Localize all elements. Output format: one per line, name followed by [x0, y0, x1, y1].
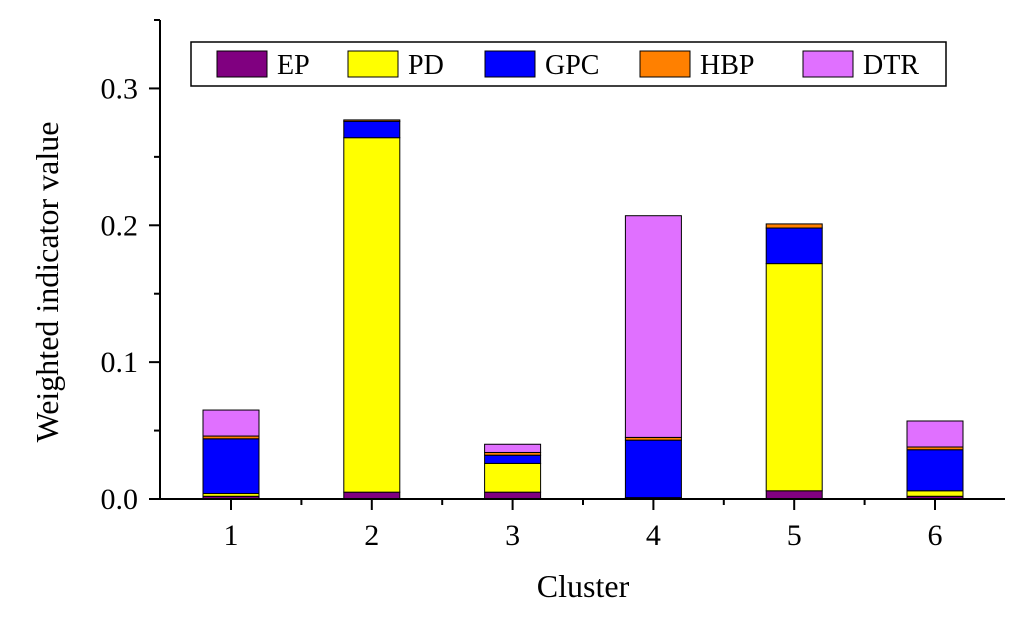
y-tick-label: 0.0 — [101, 483, 139, 516]
legend-label-dtr: DTR — [863, 50, 919, 81]
bar-segment-dtr-cluster-3 — [484, 443, 542, 453]
bar-segment-pd-cluster-2 — [343, 137, 401, 493]
bar-segment-dtr-cluster-1 — [202, 409, 260, 437]
bar-segment-dtr-cluster-6 — [906, 420, 964, 448]
x-tick-label-2: 2 — [364, 519, 379, 552]
bar-segment-hbp-cluster-5 — [765, 223, 823, 229]
x-tick-label-6: 6 — [928, 519, 943, 552]
bar-segment-hbp-cluster-2 — [343, 119, 401, 122]
bars-group — [202, 119, 964, 500]
y-axis-title: Weighted indicator value — [29, 122, 65, 443]
legend-swatch-ep — [216, 50, 268, 78]
legend: EP PD GPC HBP DTR — [190, 41, 947, 87]
bar-segment-pd-cluster-3 — [484, 462, 542, 493]
axes-group — [159, 20, 1005, 500]
bar-segment-gpc-cluster-1 — [202, 438, 260, 495]
bar-segment-gpc-cluster-5 — [765, 227, 823, 265]
legend-label-gpc: GPC — [545, 50, 599, 81]
bar-segment-ep-cluster-3 — [484, 491, 542, 500]
bar-segment-gpc-cluster-2 — [343, 120, 401, 139]
x-axis-title: Cluster — [537, 568, 630, 604]
legend-label-pd: PD — [408, 50, 444, 81]
y-ticks-group: 0.0 0.1 0.2 0.3 — [101, 19, 160, 516]
legend-swatch-gpc — [484, 50, 536, 78]
legend-label-ep: EP — [277, 50, 310, 81]
x-tick-label-5: 5 — [787, 519, 802, 552]
bar-segment-pd-cluster-5 — [765, 263, 823, 492]
legend-swatch-hbp — [639, 50, 691, 78]
bar-segment-gpc-cluster-4 — [624, 439, 682, 499]
bar-segment-pd-cluster-6 — [906, 490, 964, 497]
legend-label-hbp: HBP — [700, 50, 754, 81]
legend-swatch-pd — [347, 50, 399, 78]
bar-segment-ep-cluster-2 — [343, 491, 401, 500]
x-tick-label-1: 1 — [224, 519, 239, 552]
bar-segment-gpc-cluster-3 — [484, 454, 542, 464]
bar-segment-gpc-cluster-6 — [906, 449, 964, 492]
y-tick-label: 0.3 — [101, 72, 139, 105]
x-tick-label-4: 4 — [646, 519, 661, 552]
legend-swatch-dtr — [802, 50, 854, 78]
x-tick-label-3: 3 — [505, 519, 520, 552]
y-tick-label: 0.2 — [101, 209, 139, 242]
bar-segment-ep-cluster-5 — [765, 490, 823, 500]
y-tick-label: 0.1 — [101, 346, 139, 379]
bar-segment-dtr-cluster-4 — [624, 215, 682, 438]
x-ticks-group: 1 2 3 4 5 6 — [224, 499, 943, 552]
